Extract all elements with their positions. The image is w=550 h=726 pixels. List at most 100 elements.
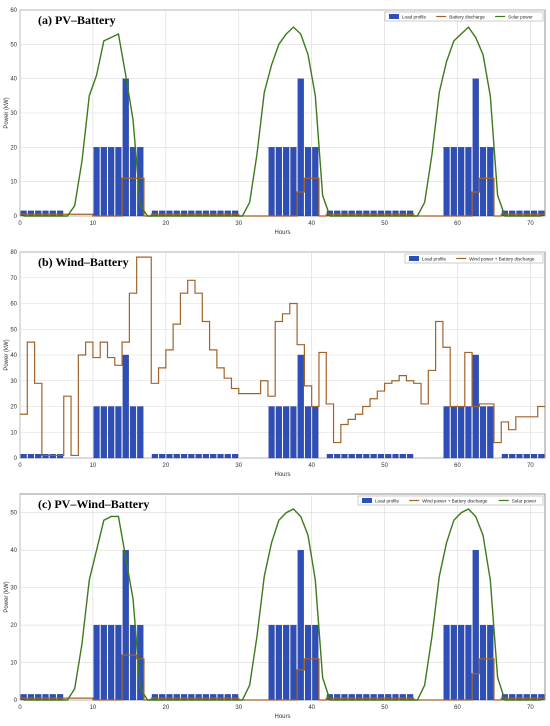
chart-svg: 0 10 20 30 40 50 60 70 0 10 20 30 40 50 60 70 80 Hours Pow… xyxy=(4,250,546,478)
legend-box xyxy=(384,11,544,22)
y-axis-label: Power (kW) xyxy=(4,581,10,612)
y-tick-label: 30 xyxy=(10,586,17,592)
y-tick-label: 50 xyxy=(10,327,17,333)
load-bar xyxy=(129,147,137,217)
step-series-line xyxy=(20,654,545,701)
load-bar xyxy=(530,210,538,217)
load-bar xyxy=(407,210,414,217)
load-bar xyxy=(334,694,341,701)
load-bar xyxy=(443,147,450,217)
x-tick-label: 20 xyxy=(162,221,169,227)
x-tick-label: 20 xyxy=(162,463,169,469)
load-bar xyxy=(268,406,275,459)
load-bar xyxy=(392,453,399,459)
load-bar xyxy=(290,147,297,217)
load-bar xyxy=(57,694,64,701)
load-bar xyxy=(304,406,312,459)
load-bar xyxy=(297,78,304,217)
load-bar xyxy=(173,210,180,217)
chart-svg: 0 10 20 30 40 50 60 70 0 10 20 30 40 50 Hours Power (kW… xyxy=(4,493,546,720)
legend: Load profile Wind power + Battery dischar… xyxy=(357,495,544,506)
load-bar xyxy=(188,210,195,217)
y-axis-label: Power (kW) xyxy=(4,97,10,128)
load-bar xyxy=(363,694,370,701)
solar-series-line xyxy=(23,26,542,217)
load-bar xyxy=(297,354,304,459)
legend-label: Load profile xyxy=(422,257,446,262)
x-tick-label: 40 xyxy=(308,463,315,469)
legend-label: Solar power xyxy=(512,499,537,504)
load-bar xyxy=(108,406,115,459)
load-bar xyxy=(159,694,166,701)
load-bar xyxy=(217,210,224,217)
load-bar xyxy=(509,210,516,217)
load-bar xyxy=(202,694,210,701)
load-bar xyxy=(283,147,290,217)
step-series-line xyxy=(20,256,545,457)
x-tick-label: 0 xyxy=(18,221,22,227)
panel-b: 0 10 20 30 40 50 60 70 0 10 20 30 40 50 60 70 80 Hours Pow… xyxy=(0,242,550,484)
load-bar xyxy=(348,210,355,217)
y-tick-label: 40 xyxy=(10,548,17,554)
y-tick-label: 20 xyxy=(10,405,17,411)
load-bar xyxy=(275,406,282,459)
load-bar xyxy=(370,210,377,217)
load-bar xyxy=(57,210,64,217)
legend-label: Load profile xyxy=(375,499,399,504)
load-bar xyxy=(166,453,173,459)
load-bar xyxy=(180,453,188,459)
load-bar xyxy=(312,624,319,701)
load-bar xyxy=(334,210,341,217)
load-bar xyxy=(49,694,56,701)
load-bar xyxy=(27,694,35,701)
load-bar xyxy=(202,210,210,217)
load-bar xyxy=(509,453,516,459)
load-bar xyxy=(443,406,450,459)
y-tick-label: 50 xyxy=(10,511,17,517)
y-tick-label: 0 xyxy=(14,214,18,220)
load-bar xyxy=(202,453,210,459)
load-bar xyxy=(465,624,472,701)
load-bar xyxy=(385,453,392,459)
load-bar xyxy=(465,406,472,459)
load-bar xyxy=(355,453,363,459)
x-tick-label: 60 xyxy=(454,463,461,469)
load-bar xyxy=(304,147,312,217)
load-bar xyxy=(487,624,494,701)
y-tick-label: 20 xyxy=(10,145,17,151)
load-bar xyxy=(57,453,64,459)
load-bar xyxy=(472,78,479,217)
load-bar xyxy=(304,624,312,701)
load-bar xyxy=(20,210,27,217)
x-tick-label: 70 xyxy=(527,705,534,711)
load-bar xyxy=(472,550,479,701)
load-bar xyxy=(450,147,457,217)
x-tick-label: 10 xyxy=(90,705,97,711)
load-bar xyxy=(166,694,173,701)
chart-svg: 0 10 20 30 40 50 60 70 0 10 20 30 40 50 60 Hours Power (… xyxy=(4,8,546,236)
legend: Load profile Wind power + Battery dischar… xyxy=(404,253,544,264)
chart-title: (c) PV–Wind–Battery xyxy=(38,497,149,511)
load-bar xyxy=(516,694,523,701)
load-bar xyxy=(312,147,319,217)
legend-box xyxy=(357,495,544,506)
x-tick-label: 20 xyxy=(162,705,169,711)
load-bar xyxy=(283,624,290,701)
y-tick-label: 0 xyxy=(14,456,18,462)
load-bar xyxy=(479,406,487,459)
load-bar xyxy=(450,624,457,701)
load-bar xyxy=(458,406,465,459)
x-tick-label: 0 xyxy=(18,463,22,469)
load-bar xyxy=(100,624,107,701)
load-bar xyxy=(479,147,487,217)
load-bar xyxy=(443,624,450,701)
load-bar xyxy=(523,210,530,217)
load-bar xyxy=(210,694,217,701)
load-bar xyxy=(348,453,355,459)
load-bar xyxy=(479,624,487,701)
load-bar xyxy=(195,210,202,217)
load-bar xyxy=(392,210,399,217)
load-bar xyxy=(523,453,530,459)
panel-a: 0 10 20 30 40 50 60 70 0 10 20 30 40 50 60 Hours Power (… xyxy=(0,0,550,242)
